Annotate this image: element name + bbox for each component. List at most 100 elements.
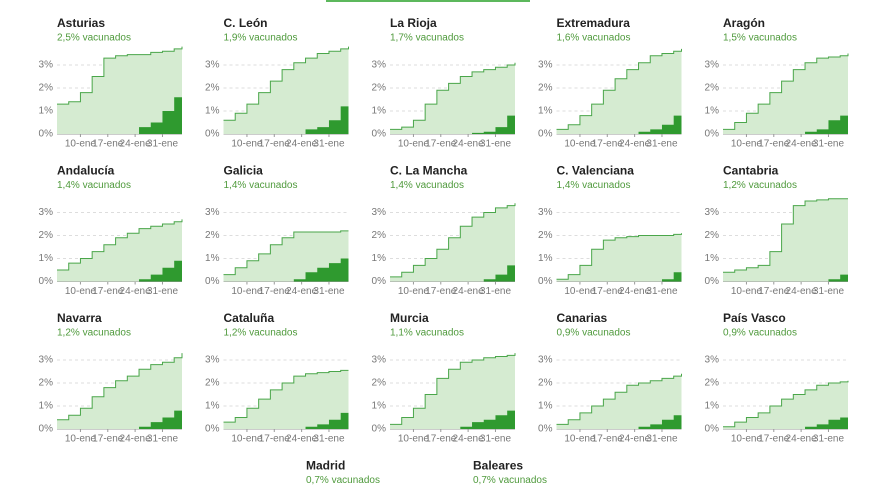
x-tick-label: 24-ene <box>619 286 651 297</box>
x-tick-label: 17-ene <box>425 434 457 445</box>
panel-subtitle: 1,4% vacunados <box>57 180 131 191</box>
series-area <box>57 253 182 282</box>
series-line <box>390 353 516 425</box>
y-tick-label: 2% <box>705 378 720 389</box>
y-tick-label: 0% <box>39 276 54 287</box>
panel-subtitle: 1,4% vacunados <box>557 180 631 191</box>
x-tick-label: 10-ene <box>231 434 263 445</box>
panel-subtitle: 2,5% vacunados <box>57 33 131 44</box>
x-tick-label: 24-ene <box>120 286 152 297</box>
series-area <box>223 46 349 134</box>
panel-subtitle: 1,4% vacunados <box>224 180 298 191</box>
panel-title: Murcia <box>390 311 429 325</box>
x-tick-label: 24-ene <box>786 286 818 297</box>
series-area <box>556 106 682 134</box>
series-area <box>57 353 182 429</box>
y-tick-label: 1% <box>372 253 387 264</box>
panel-title: Aragón <box>723 16 765 30</box>
x-tick-label: 10-ene <box>65 286 97 297</box>
x-tick-label: 31-ene <box>313 286 345 297</box>
x-tick-label: 31-ene <box>480 139 512 150</box>
x-tick-label: 10-ene <box>564 139 596 150</box>
panel-title: Andalucía <box>57 164 115 178</box>
panel-title: País Vasco <box>723 311 786 325</box>
y-tick-label: 0% <box>372 424 387 435</box>
y-tick-label: 0% <box>538 424 553 435</box>
series-line <box>723 198 848 273</box>
x-tick-label: 17-ene <box>92 139 124 150</box>
y-tick-label: 3% <box>705 355 720 366</box>
x-tick-label: 10-ene <box>65 434 97 445</box>
panel-title: Canarias <box>557 311 608 325</box>
x-tick-label: 17-ene <box>425 139 457 150</box>
y-tick-label: 0% <box>538 276 553 287</box>
x-tick-label: 24-ene <box>453 139 485 150</box>
x-tick-label: 10-ene <box>564 434 596 445</box>
series-area <box>57 46 182 134</box>
x-tick-label: 31-ene <box>646 286 678 297</box>
series-area <box>223 406 349 429</box>
x-tick-label: 24-ene <box>120 434 152 445</box>
y-tick-label: 3% <box>39 60 54 71</box>
x-tick-label: 31-ene <box>313 139 345 150</box>
panel-subtitle: 0,9% vacunados <box>557 328 631 339</box>
y-tick-label: 0% <box>705 276 720 287</box>
series-area <box>223 94 349 134</box>
series-line <box>556 233 682 280</box>
y-tick-label: 0% <box>205 424 220 435</box>
series-area <box>390 353 515 429</box>
series-area <box>390 406 515 429</box>
y-tick-label: 3% <box>372 60 387 71</box>
panel-title: Madrid <box>306 459 345 473</box>
x-tick-label: 17-ene <box>259 139 291 150</box>
x-tick-label: 17-ene <box>592 434 624 445</box>
series-area <box>556 233 682 282</box>
y-tick-label: 3% <box>205 207 220 218</box>
x-tick-label: 31-ene <box>147 286 179 297</box>
panel-title: C. Valenciana <box>557 164 635 178</box>
series-area <box>390 203 515 282</box>
x-tick-label: 17-ene <box>758 286 790 297</box>
y-tick-label: 2% <box>372 83 387 94</box>
x-tick-label: 24-ene <box>786 434 818 445</box>
x-tick-label: 17-ene <box>758 139 790 150</box>
panel-subtitle: 1,5% vacunados <box>723 33 797 44</box>
y-tick-label: 0% <box>39 424 54 435</box>
x-tick-label: 17-ene <box>92 286 124 297</box>
y-tick-label: 2% <box>39 378 54 389</box>
panel-subtitle: 1,1% vacunados <box>390 328 464 339</box>
panel-title: Asturias <box>57 16 105 30</box>
x-tick-label: 31-ene <box>480 286 512 297</box>
y-tick-label: 2% <box>205 83 220 94</box>
y-tick-label: 3% <box>372 207 387 218</box>
panel-title: Extremadura <box>557 16 631 30</box>
y-tick-label: 1% <box>372 401 387 412</box>
panel-title: La Rioja <box>390 16 437 30</box>
panel-subtitle: 0,7% vacunados <box>306 475 380 486</box>
x-tick-label: 24-ene <box>619 139 651 150</box>
y-tick-label: 2% <box>538 230 553 241</box>
y-tick-label: 2% <box>205 230 220 241</box>
x-tick-label: 31-ene <box>646 139 678 150</box>
x-tick-label: 10-ene <box>564 286 596 297</box>
panel-subtitle: 0,9% vacunados <box>723 328 797 339</box>
series-line <box>57 353 183 421</box>
x-tick-label: 17-ene <box>259 434 291 445</box>
x-tick-label: 31-ene <box>147 434 179 445</box>
y-tick-label: 1% <box>39 401 54 412</box>
series-line <box>223 230 349 276</box>
x-tick-label: 10-ene <box>65 139 97 150</box>
y-tick-label: 2% <box>39 83 54 94</box>
panel-title: Cantabria <box>723 164 779 178</box>
x-tick-label: 31-ene <box>646 434 678 445</box>
y-tick-label: 3% <box>39 355 54 366</box>
panel-title: Cataluña <box>224 311 275 325</box>
x-tick-label: 31-ene <box>813 434 845 445</box>
series-area <box>57 403 182 429</box>
panel-title: Navarra <box>57 311 102 325</box>
y-tick-label: 3% <box>705 207 720 218</box>
series-area <box>390 62 515 135</box>
series-area <box>723 198 848 282</box>
y-tick-label: 0% <box>39 129 54 140</box>
